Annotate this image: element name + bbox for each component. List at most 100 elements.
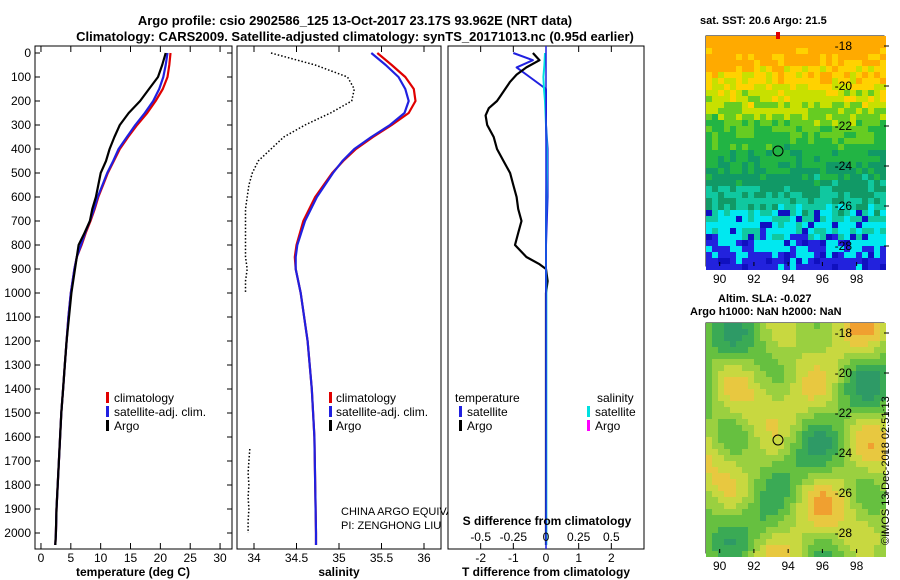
sst-cell — [802, 252, 808, 258]
sla-cell — [808, 473, 814, 479]
sla-cell — [712, 503, 718, 509]
sla-cell — [826, 383, 832, 389]
sst-cell — [718, 204, 724, 210]
sst-cell — [802, 84, 808, 90]
sla-cell — [808, 455, 814, 461]
sla-cell — [790, 419, 796, 425]
sst-cell — [874, 180, 880, 186]
sla-cell — [724, 407, 730, 413]
sst-cell — [868, 228, 874, 234]
sst-cell — [712, 186, 718, 192]
sst-cell — [826, 42, 832, 48]
sla-cell — [766, 521, 772, 527]
sla-cell — [844, 497, 850, 503]
sst-cell — [802, 156, 808, 162]
sla-cell — [742, 347, 748, 353]
sla-cell — [874, 425, 880, 431]
sla-cell — [868, 497, 874, 503]
sla-cell — [838, 353, 844, 359]
sla-cell — [844, 389, 850, 395]
sst-cell — [826, 246, 832, 252]
sst-cell — [706, 258, 712, 264]
sla-cell — [832, 365, 838, 371]
sst-cell — [820, 216, 826, 222]
sla-cell — [730, 485, 736, 491]
sst-cell — [832, 90, 838, 96]
sst-cell — [724, 114, 730, 120]
sla-cell — [820, 431, 826, 437]
sst-cell — [862, 228, 868, 234]
sst-cell — [802, 120, 808, 126]
depth-tick-label: 1000 — [4, 286, 31, 300]
sla-cell — [796, 365, 802, 371]
sla-cell — [748, 509, 754, 515]
sla-cell — [748, 545, 754, 551]
sst-cell — [754, 66, 760, 72]
sst-map-ticks: 90 92 94 96 98-18-20-22-24-26-28 — [713, 39, 889, 286]
sst-cell — [832, 222, 838, 228]
sst-cell — [814, 180, 820, 186]
sst-cell — [814, 246, 820, 252]
sla-cell — [730, 491, 736, 497]
sla-cell — [862, 443, 868, 449]
sla-cell — [826, 455, 832, 461]
sst-cell — [844, 186, 850, 192]
sst-cell — [838, 42, 844, 48]
sla-cell — [820, 353, 826, 359]
x-tick-label: 10 — [94, 551, 108, 565]
sla-cell — [826, 359, 832, 365]
sla-cell — [712, 509, 718, 515]
sst-cell — [718, 90, 724, 96]
sst-cell — [826, 126, 832, 132]
sla-cell — [808, 353, 814, 359]
sst-cell — [802, 168, 808, 174]
sst-cell — [772, 174, 778, 180]
sst-cell — [874, 228, 880, 234]
sla-cell — [850, 521, 856, 527]
sla-cell — [706, 521, 712, 527]
sla-cell — [844, 509, 850, 515]
sst-cell — [760, 132, 766, 138]
sst-cell — [880, 108, 886, 114]
sla-cell — [706, 407, 712, 413]
sst-cell — [754, 108, 760, 114]
sst-cell — [832, 126, 838, 132]
sla-cell — [802, 491, 808, 497]
sla-cell — [868, 323, 874, 329]
sst-cell — [730, 222, 736, 228]
sst-cell — [742, 222, 748, 228]
sst-cell — [868, 120, 874, 126]
sst-cell — [790, 108, 796, 114]
sst-cell — [856, 168, 862, 174]
sst-cell — [772, 228, 778, 234]
sst-cell — [778, 192, 784, 198]
sla-cell — [778, 491, 784, 497]
sst-cell — [742, 66, 748, 72]
sst-cell — [868, 108, 874, 114]
sst-cell — [706, 66, 712, 72]
sst-cell — [796, 108, 802, 114]
sla-cell — [868, 425, 874, 431]
sst-cell — [706, 102, 712, 108]
sla-cell — [826, 533, 832, 539]
sst-cell — [706, 48, 712, 54]
sst-cell — [874, 264, 880, 270]
sla-cell — [778, 479, 784, 485]
sla-cell — [730, 335, 736, 341]
sst-cell — [760, 240, 766, 246]
difference-legend: temperature satellite Argo salinity sate… — [455, 391, 636, 433]
sla-cell — [862, 419, 868, 425]
sst-cell — [712, 48, 718, 54]
sst-cell — [850, 186, 856, 192]
sla-cell — [802, 479, 808, 485]
sla-cell — [868, 479, 874, 485]
sla-cell — [712, 347, 718, 353]
sst-cell — [796, 198, 802, 204]
sst-cell — [808, 156, 814, 162]
sst-cell — [724, 96, 730, 102]
map-x-tick-label: 96 — [816, 272, 830, 286]
sst-cell — [730, 258, 736, 264]
sst-cell — [796, 228, 802, 234]
sst-cell — [754, 138, 760, 144]
sst-cell — [850, 90, 856, 96]
